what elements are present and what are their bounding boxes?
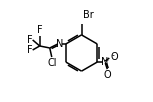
Text: F: F <box>37 25 43 35</box>
Text: N: N <box>56 39 63 49</box>
Text: F: F <box>26 45 32 55</box>
Text: +: + <box>103 58 108 63</box>
Text: O: O <box>103 70 111 80</box>
Text: N: N <box>101 57 108 67</box>
Text: Cl: Cl <box>47 58 56 68</box>
Text: Br: Br <box>82 10 93 20</box>
Text: F: F <box>26 35 32 45</box>
Text: O: O <box>110 52 118 62</box>
Text: -: - <box>112 51 114 60</box>
